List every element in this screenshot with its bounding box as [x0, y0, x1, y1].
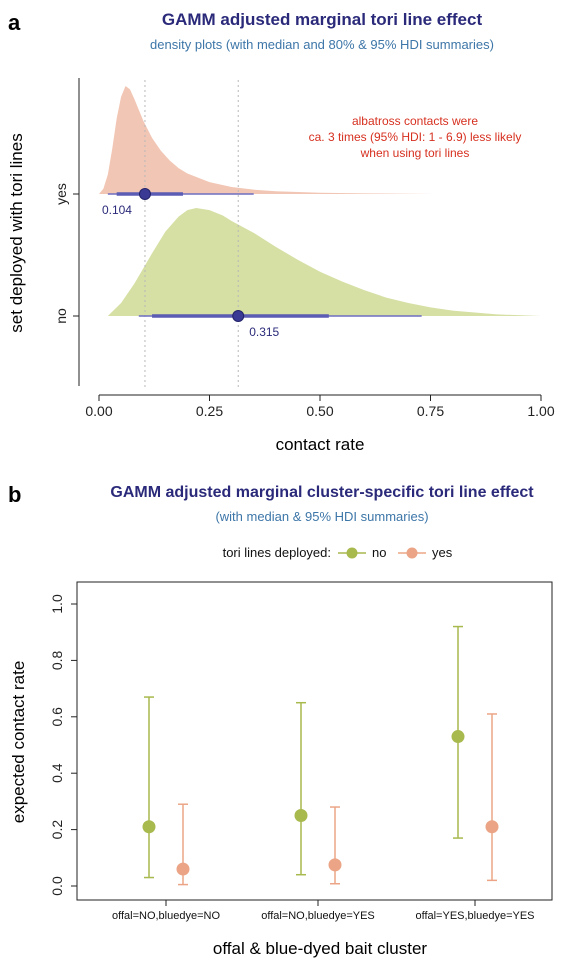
panel-b-subtitle: (with median & 95% HDI summaries)	[215, 509, 428, 524]
annotation-line: ca. 3 times (95% HDI: 1 - 6.9) less like…	[309, 130, 522, 144]
panel-a-x-axis-title: contact rate	[276, 435, 365, 454]
panel-b-intervals	[142, 625, 499, 886]
median-point-yes	[328, 858, 342, 872]
panel-a: a GAMM adjusted marginal tori line effec…	[7, 10, 555, 454]
x-category-label: offal=NO,bluedye=YES	[261, 910, 375, 922]
panel-b-legend: tori lines deployed: no yes	[223, 545, 453, 560]
panel-a-densities	[99, 86, 541, 316]
median-point-yes	[138, 188, 151, 200]
y-tick-label: 0.4	[49, 763, 65, 783]
annotation-line: albatross contacts were	[352, 114, 478, 128]
x-tick-label: 0.00	[85, 403, 112, 419]
panel-a-subtitle: density plots (with median and 80% & 95%…	[150, 37, 494, 52]
panel-a-median-reference-lines	[144, 80, 239, 388]
panel-b-title: GAMM adjusted marginal cluster-specific …	[110, 484, 534, 501]
panel-b-letter: b	[8, 482, 21, 507]
median-label-no: 0.315	[249, 325, 279, 339]
median-point-yes	[176, 862, 190, 876]
x-tick-label: 0.75	[417, 403, 444, 419]
x-category-label: offal=NO,bluedye=NO	[112, 910, 220, 922]
legend-title: tori lines deployed:	[223, 545, 331, 560]
legend-entry-no: no	[372, 545, 386, 560]
density-no	[107, 208, 541, 316]
density-yes	[99, 86, 435, 194]
y-tick-label: 0.8	[49, 650, 65, 670]
panel-a-y-axis-title: set deployed with tori lines	[7, 133, 26, 332]
median-label-yes: 0.104	[102, 203, 132, 217]
y-tick-label: 1.0	[49, 594, 65, 614]
y-tick-label: 0.2	[49, 820, 65, 840]
legend-swatch-no	[346, 547, 358, 559]
median-point-no	[232, 310, 245, 322]
panel-b-y-axis-title: expected contact rate	[9, 661, 28, 824]
median-point-no	[451, 730, 465, 744]
panel-a-title: GAMM adjusted marginal tori line effect	[162, 10, 483, 29]
panel-b-y-ticks: 0.0 0.2 0.4 0.6 0.8 1.0	[49, 594, 77, 896]
annotation-line: when using tori lines	[360, 146, 470, 160]
median-point-no	[294, 809, 308, 822]
median-point-yes	[485, 820, 499, 834]
x-tick-label: 0.50	[306, 403, 333, 419]
median-point-no	[142, 820, 156, 834]
panel-b-plot-frame	[76, 581, 553, 901]
legend-swatch-yes	[406, 547, 418, 559]
panel-a-category-label: yes	[53, 183, 69, 205]
panel-a-annotation: albatross contacts were ca. 3 times (95%…	[309, 114, 522, 160]
panel-a-category-label: no	[53, 308, 69, 324]
panel-a-hdi-summaries: 0.104 0.315	[102, 188, 422, 339]
y-tick-label: 0.6	[49, 707, 65, 727]
x-tick-label: 0.25	[196, 403, 223, 419]
panel-b-x-axis-title: offal & blue-dyed bait cluster	[213, 939, 428, 958]
panel-b-x-ticks: offal=NO,bluedye=NO offal=NO,bluedye=YES o…	[112, 900, 535, 922]
panel-b: b GAMM adjusted marginal cluster-specifi…	[8, 482, 553, 958]
panel-a-y-ticks: yes no	[53, 183, 79, 324]
x-category-label: offal=YES,bluedye=YES	[415, 910, 534, 922]
panel-a-letter: a	[8, 10, 21, 35]
panel-a-x-ticks: 0.00 0.25 0.50 0.75 1.00	[85, 395, 555, 419]
legend-entry-yes: yes	[432, 545, 453, 560]
x-tick-label: 1.00	[527, 403, 554, 419]
y-tick-label: 0.0	[49, 876, 65, 896]
